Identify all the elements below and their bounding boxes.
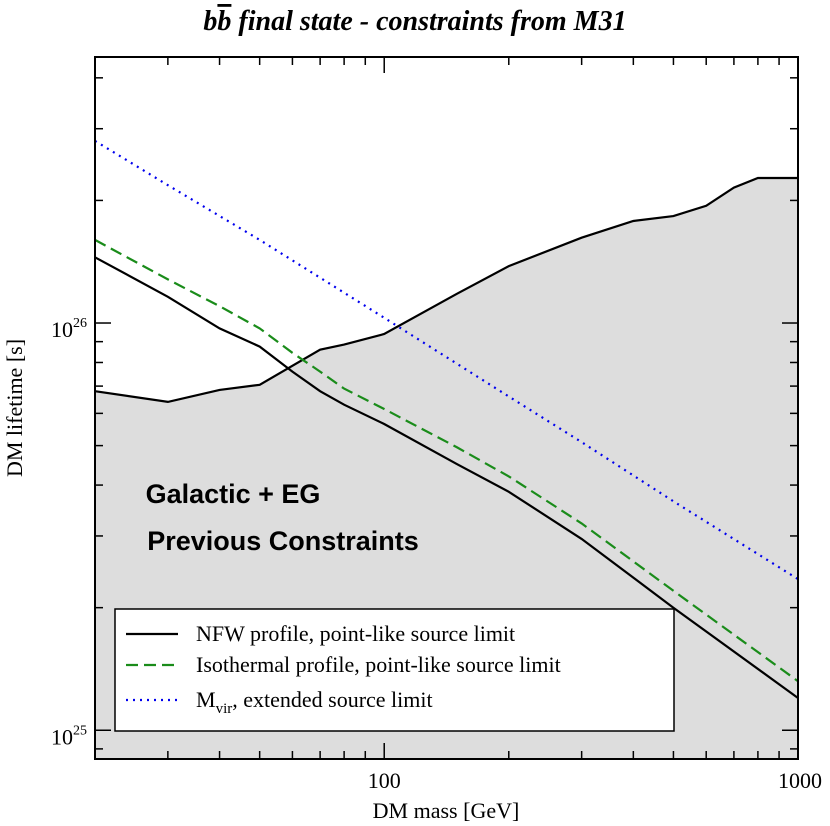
axis-ticks (94, 57, 799, 759)
annotation-line-2: Previous Constraints (147, 526, 419, 556)
plot-frame (94, 56, 799, 760)
legend-box (114, 608, 675, 732)
x-tick-label: 1000 (778, 768, 822, 793)
previous-constraints-boundary (94, 176, 798, 404)
legend-label-isothermal: Isothermal profile, point-like source li… (196, 652, 561, 677)
y-tick-label: 1026 (51, 316, 87, 342)
chart-title: bb final state - constraints from M31 (203, 6, 626, 37)
legend-label-mvir: Mvir, extended source limit (196, 687, 433, 717)
y-tick-label: 1025 (51, 723, 87, 749)
legend: NFW profile, point-like source limit Iso… (114, 608, 675, 732)
x-tick-label: 100 (368, 768, 401, 793)
series-line-nfw (94, 256, 799, 699)
y-axis-label: DM lifetime [s] (2, 339, 27, 477)
x-axis-label: DM mass [GeV] (373, 798, 520, 823)
legend-label-nfw: NFW profile, point-like source limit (196, 621, 515, 646)
annotation-line-1: Galactic + EG (146, 479, 321, 509)
series-line-isothermal (94, 238, 799, 683)
